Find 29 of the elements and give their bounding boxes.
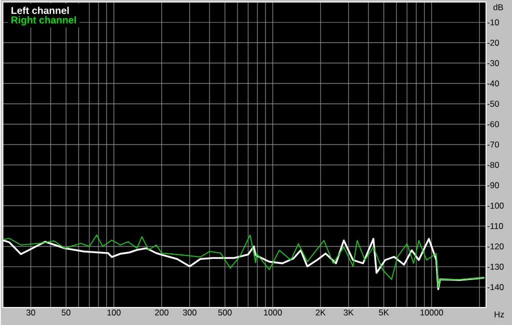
y-tick-label: -110 xyxy=(487,222,504,229)
x-tick-label: 100 xyxy=(107,309,121,316)
y-tick-label: -90 xyxy=(487,182,499,188)
y-tick-label: -50 xyxy=(487,100,499,107)
x-tick-label: 50 xyxy=(62,309,70,316)
y-tick-label: -140 xyxy=(487,284,504,290)
y-tick-label: -30 xyxy=(487,60,499,66)
x-tick-label: 200 xyxy=(155,309,168,316)
y-tick-label: -40 xyxy=(487,80,499,86)
x-tick-label: 10000 xyxy=(420,309,444,316)
y-tick-label: -20 xyxy=(487,40,499,46)
x-tick-label: 1000 xyxy=(264,309,282,316)
text: Left channel xyxy=(12,6,69,14)
x-tick-label: 300 xyxy=(182,309,196,316)
y-tick-label: -10 xyxy=(487,19,499,26)
y-tick-label: -120 xyxy=(487,243,504,250)
y-axis-title: dB xyxy=(493,4,503,10)
y-tick-label: -130 xyxy=(487,264,504,270)
x-tick-label: 5K xyxy=(378,309,389,316)
y-tick-label: -60 xyxy=(487,120,499,127)
x-tick-label: 500 xyxy=(218,309,232,316)
y-tick-label: -70 xyxy=(487,141,499,148)
y-tick-label: -100 xyxy=(487,202,504,208)
x-axis-title: Hz xyxy=(494,311,504,318)
x-tick-label: 3K xyxy=(344,309,354,316)
y-tick-label: -80 xyxy=(487,162,499,168)
text: Right channel xyxy=(12,16,76,26)
x-tick-label: 2K xyxy=(316,309,326,316)
x-tick-label: 30 xyxy=(26,309,36,316)
